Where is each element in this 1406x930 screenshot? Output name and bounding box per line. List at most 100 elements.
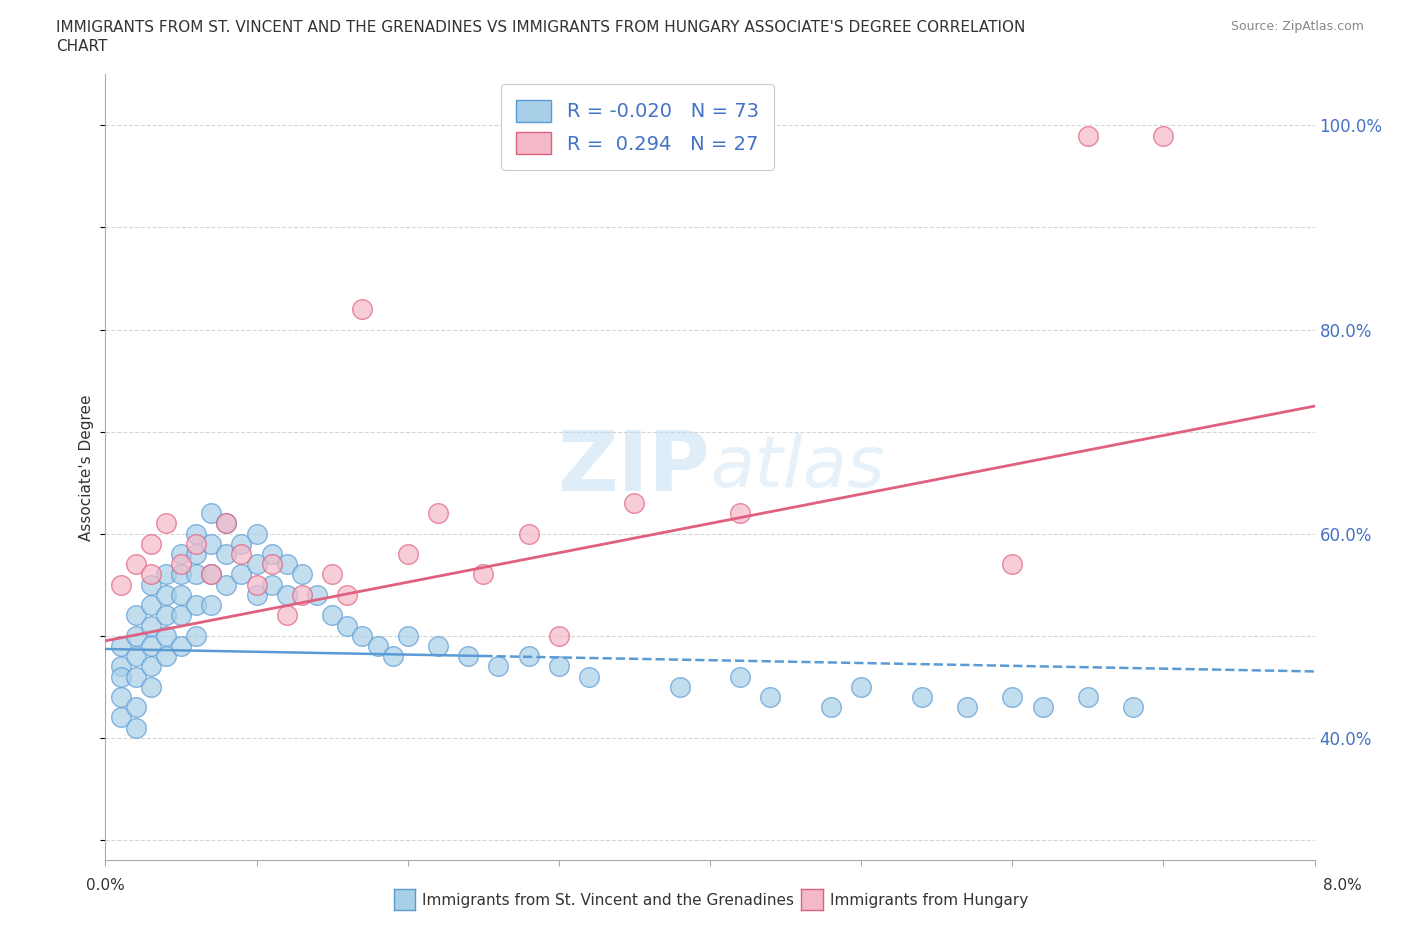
Point: [124, 557, 148, 572]
Point: [291, 567, 314, 582]
Point: [246, 578, 269, 592]
Point: [352, 629, 374, 644]
Point: [276, 588, 298, 603]
Text: atlas: atlas: [710, 432, 884, 502]
Point: [911, 689, 934, 704]
Point: [381, 649, 404, 664]
Point: [155, 629, 177, 644]
Text: 0.0%: 0.0%: [86, 878, 125, 893]
Point: [155, 567, 177, 582]
Point: [427, 639, 450, 654]
Point: [110, 578, 132, 592]
Point: [1032, 699, 1054, 714]
Point: [1001, 557, 1024, 572]
Text: 8.0%: 8.0%: [1323, 878, 1362, 893]
Point: [956, 699, 979, 714]
Point: [124, 608, 148, 623]
Point: [186, 547, 208, 562]
Point: [155, 588, 177, 603]
Point: [246, 557, 269, 572]
Text: Immigrants from St. Vincent and the Grenadines: Immigrants from St. Vincent and the Gren…: [422, 893, 794, 908]
Point: [186, 567, 208, 582]
Point: [110, 658, 132, 673]
Point: [139, 537, 162, 551]
Point: [291, 588, 314, 603]
Point: [124, 720, 148, 735]
Text: Immigrants from Hungary: Immigrants from Hungary: [830, 893, 1028, 908]
Point: [139, 639, 162, 654]
Y-axis label: Associate's Degree: Associate's Degree: [79, 394, 94, 540]
Point: [124, 649, 148, 664]
Point: [820, 699, 842, 714]
Point: [139, 618, 162, 633]
Point: [200, 537, 222, 551]
Point: [139, 567, 162, 582]
Point: [215, 547, 238, 562]
Point: [669, 679, 692, 694]
Point: [548, 629, 571, 644]
Point: [1122, 699, 1144, 714]
Point: [110, 710, 132, 724]
Point: [110, 639, 132, 654]
Point: [851, 679, 873, 694]
Point: [170, 547, 193, 562]
Point: [215, 516, 238, 531]
Point: [186, 526, 208, 541]
Point: [260, 578, 283, 592]
Point: [231, 547, 253, 562]
Point: [110, 669, 132, 684]
Point: [730, 506, 752, 521]
Point: [321, 608, 343, 623]
Point: [396, 629, 419, 644]
Point: [517, 649, 540, 664]
Point: [321, 567, 343, 582]
Point: [427, 506, 450, 521]
Point: [215, 516, 238, 531]
Point: [366, 639, 388, 654]
Point: [336, 588, 359, 603]
Point: [155, 608, 177, 623]
Point: [336, 618, 359, 633]
Point: [215, 578, 238, 592]
Text: CHART: CHART: [56, 39, 108, 54]
Point: [276, 557, 298, 572]
Point: [457, 649, 479, 664]
Point: [124, 699, 148, 714]
Text: ZIP: ZIP: [558, 427, 710, 508]
Point: [124, 669, 148, 684]
Point: [139, 679, 162, 694]
Point: [200, 567, 222, 582]
Point: [1001, 689, 1024, 704]
Point: [260, 557, 283, 572]
Point: [517, 526, 540, 541]
Point: [200, 567, 222, 582]
Point: [186, 598, 208, 613]
Point: [1153, 128, 1175, 143]
Point: [260, 547, 283, 562]
Point: [730, 669, 752, 684]
Point: [352, 301, 374, 316]
Point: [548, 658, 571, 673]
Point: [623, 496, 645, 511]
Point: [170, 588, 193, 603]
Point: [231, 567, 253, 582]
Point: [1077, 128, 1099, 143]
Point: [200, 598, 222, 613]
Point: [186, 629, 208, 644]
Point: [246, 588, 269, 603]
Point: [759, 689, 782, 704]
Point: [170, 639, 193, 654]
Point: [155, 516, 177, 531]
Point: [1077, 689, 1099, 704]
Point: [246, 526, 269, 541]
Point: [170, 608, 193, 623]
Point: [139, 598, 162, 613]
Point: [155, 649, 177, 664]
Legend: R = -0.020   N = 73, R =  0.294   N = 27: R = -0.020 N = 73, R = 0.294 N = 27: [501, 84, 775, 170]
Point: [307, 588, 329, 603]
Point: [231, 537, 253, 551]
Text: Source: ZipAtlas.com: Source: ZipAtlas.com: [1230, 20, 1364, 33]
Point: [170, 567, 193, 582]
Point: [472, 567, 495, 582]
Text: IMMIGRANTS FROM ST. VINCENT AND THE GRENADINES VS IMMIGRANTS FROM HUNGARY ASSOCI: IMMIGRANTS FROM ST. VINCENT AND THE GREN…: [56, 20, 1025, 35]
